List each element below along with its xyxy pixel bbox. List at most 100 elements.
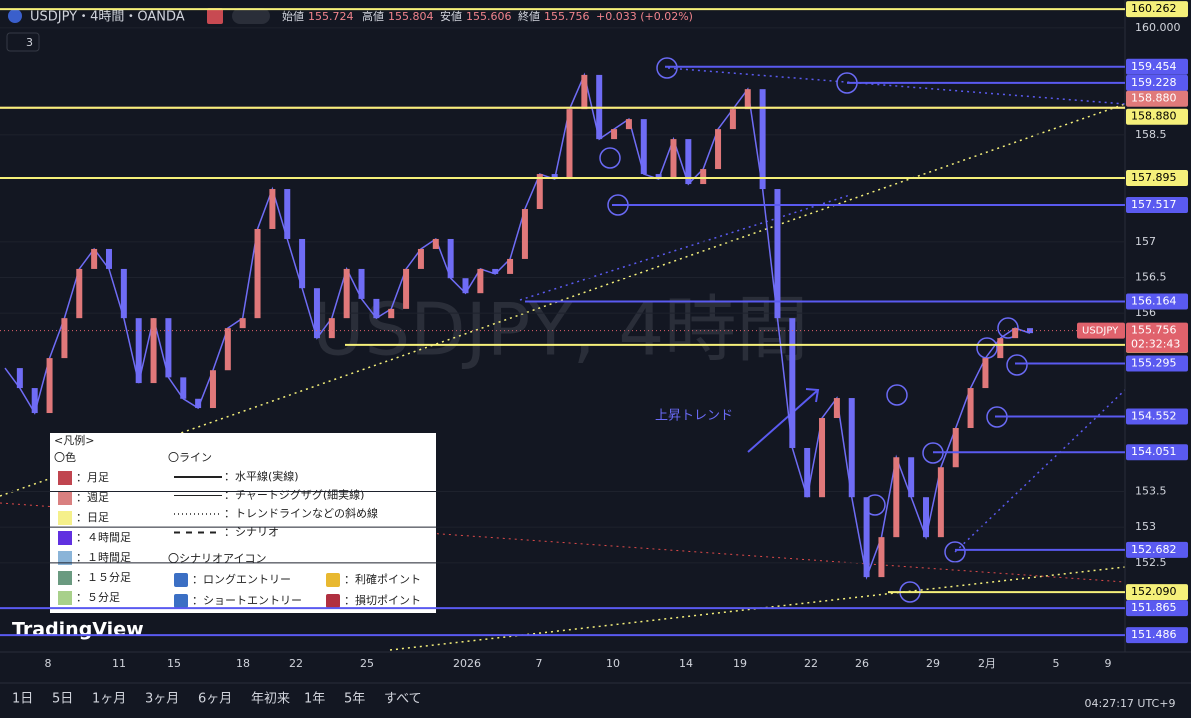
x-tick-label: 10 — [606, 657, 620, 670]
candle — [1012, 328, 1019, 339]
range-button[interactable]: 1日 — [12, 692, 33, 707]
level-tag — [1126, 584, 1188, 601]
legend: <凡例> 〇色：月足 ：週足 ：日足 ：４時間足 ：１時間足 ：１５分足 ：５分足 〇ライン ：水… — [50, 433, 436, 613]
legend-label: ：ショートエントリー — [192, 594, 302, 607]
range-button[interactable]: 1年 — [304, 692, 325, 707]
range-button[interactable]: 1ヶ月 — [92, 692, 126, 707]
candle — [848, 398, 855, 498]
annotation: 上昇トレンド — [655, 409, 733, 424]
indicators-toggle[interactable] — [6, 32, 40, 52]
legend-label: ：シナリオ — [224, 526, 279, 539]
x-tick-label: 18 — [236, 657, 250, 670]
x-tick-label: 5 — [1053, 657, 1060, 670]
candle — [313, 288, 320, 339]
legend-section: 〇色 — [54, 450, 76, 464]
x-tick-label: 11 — [112, 657, 126, 670]
arrow — [747, 389, 819, 453]
price-line — [4, 72, 1031, 580]
candle — [31, 388, 38, 414]
x-tick-label: 15 — [167, 657, 181, 670]
x-tick-label: 14 — [679, 657, 693, 670]
level-tag — [1126, 74, 1188, 91]
level-tag — [1126, 1, 1188, 18]
candle — [299, 238, 306, 289]
level-label: 158.880 — [1131, 92, 1177, 105]
candle — [908, 457, 915, 498]
legend-section: 〇シナリオアイコン — [168, 552, 266, 565]
legend-label: ：ロングエントリー — [192, 572, 291, 586]
watermark: USDJPY, 4時間 — [312, 288, 808, 372]
range-button[interactable]: 5日 — [52, 692, 73, 707]
range-button[interactable]: 3ヶ月 — [145, 692, 179, 707]
candle — [507, 258, 514, 274]
legend-label: ：トレンドラインなどの斜め線 — [224, 506, 378, 520]
legend-icon — [174, 573, 188, 587]
candle — [685, 139, 692, 185]
legend-label: ：水平線(実線) — [224, 469, 299, 483]
legend-swatch — [58, 471, 72, 485]
candle — [417, 248, 424, 269]
last-price: 155.756 — [1131, 324, 1177, 337]
x-tick-label: 25 — [360, 657, 374, 670]
legend-title: <凡例> — [54, 433, 94, 447]
candle — [447, 238, 454, 279]
candle — [923, 497, 930, 538]
candle — [729, 109, 736, 130]
trendline — [519, 194, 851, 301]
symbol: USDJPY・4時間・OANDA — [30, 10, 185, 25]
y-tick-label: 156.5 — [1135, 270, 1167, 283]
level-tag — [1126, 444, 1188, 461]
candle — [640, 119, 647, 175]
legend-label: ：日足 — [76, 511, 109, 524]
level-tag — [1126, 355, 1188, 372]
x-tick-label: 7 — [536, 657, 543, 670]
legend-icon — [326, 573, 340, 587]
legend-icon — [326, 594, 340, 608]
level-label: 152.682 — [1131, 543, 1177, 556]
low-label: 安値 — [440, 9, 462, 23]
level-tag — [1126, 196, 1188, 213]
level-label: 157.517 — [1131, 198, 1177, 211]
candle — [715, 129, 722, 170]
legend-label: ：チャートジグザグ(細実線) — [224, 488, 364, 502]
candle — [373, 298, 380, 319]
candle — [655, 174, 662, 180]
level-label: 159.228 — [1131, 76, 1177, 89]
trendline — [0, 103, 1126, 497]
legend-swatch — [58, 591, 72, 605]
logo: TradingView — [12, 619, 144, 641]
range-button[interactable]: 5年 — [344, 692, 365, 707]
level-label: 155.295 — [1131, 356, 1177, 369]
candle — [180, 377, 187, 399]
candle — [284, 189, 291, 239]
high-label: 高値 — [362, 9, 384, 23]
legend-swatch — [58, 551, 72, 565]
candle — [105, 248, 112, 269]
level-tag — [1126, 58, 1188, 75]
toggle[interactable] — [232, 8, 270, 24]
x-tick-label: 29 — [926, 657, 940, 670]
level-tag — [1126, 169, 1188, 186]
legend-swatch — [58, 511, 72, 525]
legend-swatch — [58, 491, 72, 505]
candle — [1027, 328, 1033, 334]
candle — [120, 268, 127, 319]
candle — [16, 368, 23, 389]
range-button[interactable]: すべて — [384, 692, 422, 707]
y-tick-label: 153.5 — [1135, 484, 1167, 497]
legend-label: ：週足 — [76, 491, 109, 504]
candle — [61, 318, 68, 359]
candle — [269, 189, 276, 229]
candle — [967, 388, 974, 429]
candle — [492, 268, 499, 274]
level-tag — [1126, 90, 1188, 107]
candle — [566, 109, 573, 180]
sell-button[interactable] — [207, 8, 223, 24]
range-button[interactable]: 6ヶ月 — [198, 692, 232, 707]
candle — [551, 174, 558, 180]
range-button[interactable]: 年初来 — [251, 692, 290, 707]
legend-label: ：５分足 — [76, 591, 120, 604]
y-tick-label: 157 — [1135, 235, 1156, 248]
x-tick-label: 22 — [289, 657, 303, 670]
legend-label: ：損切ポイント — [344, 593, 421, 607]
